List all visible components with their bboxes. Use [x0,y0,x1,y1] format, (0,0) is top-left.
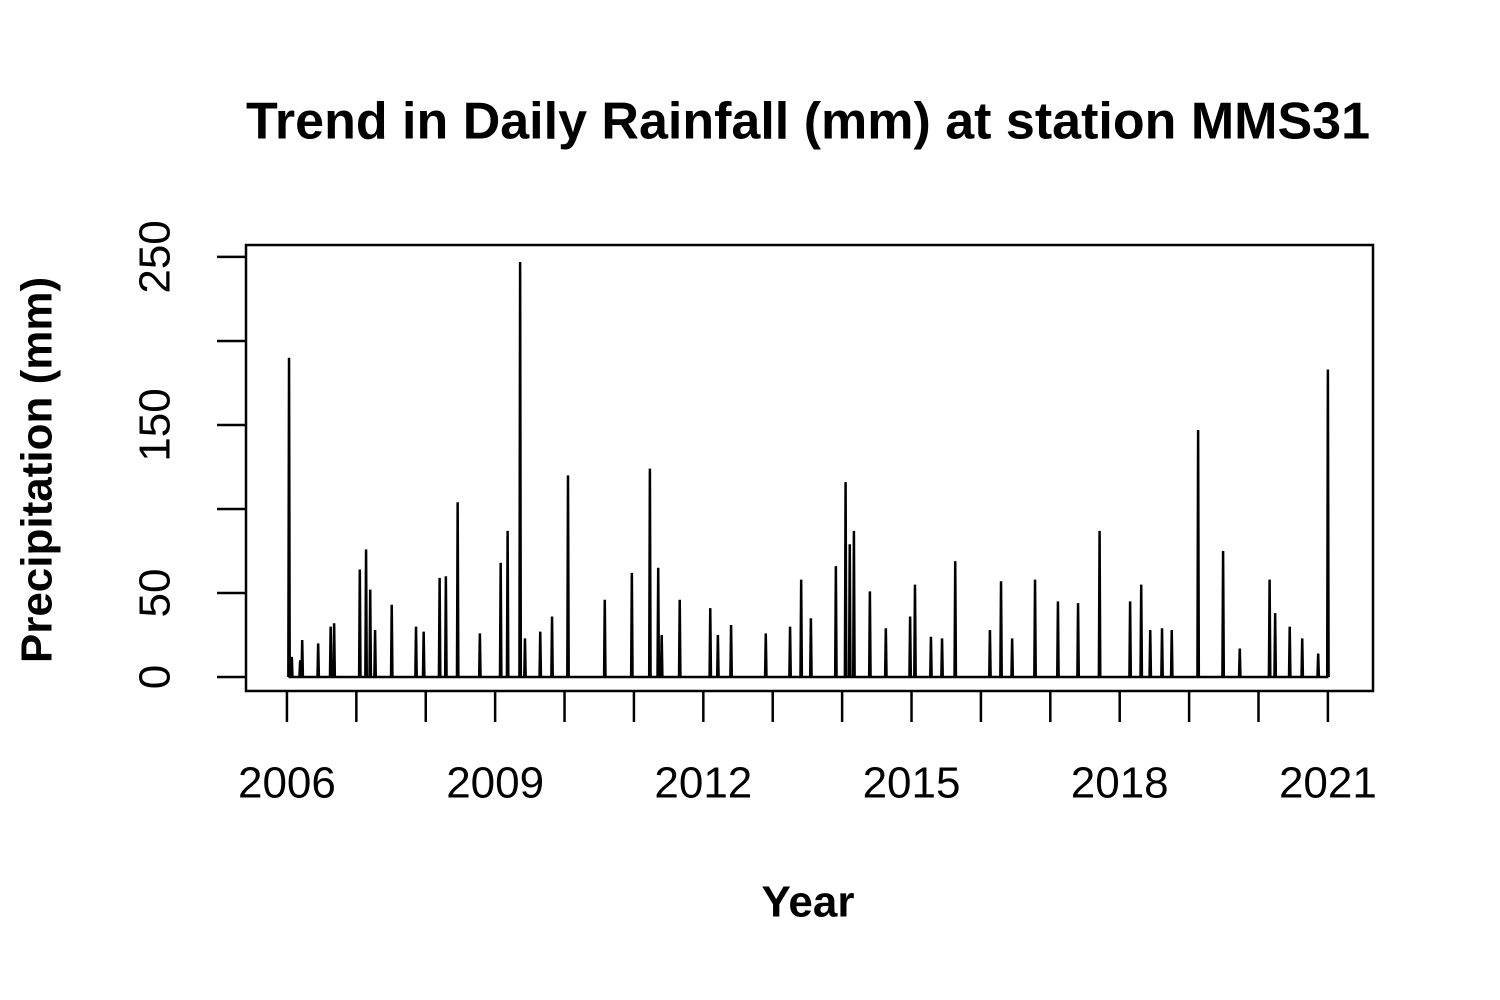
x-tick-label: 2021 [1279,759,1377,808]
x-tick-label: 2006 [238,759,336,808]
plot-frame [244,243,1375,693]
x-tick-label: 2018 [1071,759,1169,808]
x-tick-label: 2012 [654,759,752,808]
rainfall-line [287,261,1330,679]
y-tick-label: 250 [131,220,180,293]
y-axis-title: Precipitation (mm) [13,277,62,663]
chart-title: Trend in Daily Rainfall (mm) at station … [246,93,1370,151]
x-tick-label: 2009 [446,759,544,808]
y-tick-label: 50 [131,569,180,618]
y-tick-label: 0 [131,665,180,689]
y-tick-label: 150 [131,388,180,461]
x-tick-label: 2015 [863,759,961,808]
x-axis-title: Year [762,878,855,927]
